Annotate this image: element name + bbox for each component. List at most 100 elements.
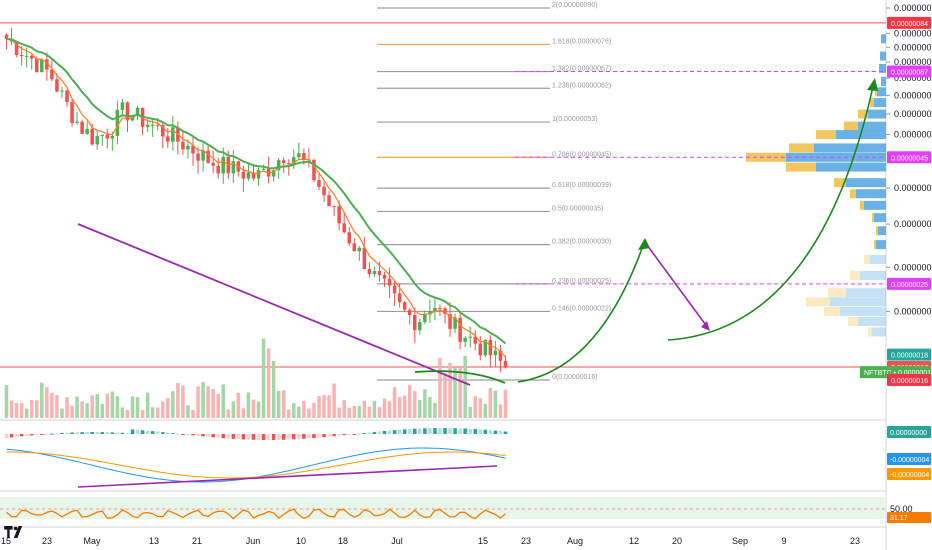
price-tick-label: 0.00000027 (894, 262, 932, 272)
volume-bar (155, 407, 160, 418)
moving-averages (6, 38, 507, 358)
volume-bar (352, 405, 357, 418)
macd-histogram-bar (19, 434, 24, 437)
candle-body (105, 134, 110, 139)
candle-body (342, 223, 346, 233)
volume-bar (140, 409, 145, 418)
candle-body (40, 59, 44, 73)
time-tick-label: Jul (391, 536, 403, 546)
volume-bar (14, 403, 19, 418)
candle-body (90, 128, 94, 145)
candle-body (135, 107, 140, 116)
volume-bar (271, 360, 276, 418)
macd-histogram-bar (206, 434, 210, 437)
volume-bar (55, 394, 59, 418)
fib-level-label: 1(0.00000053) (552, 116, 598, 123)
candle-body (433, 307, 437, 312)
volume-profile-bar (789, 143, 814, 153)
candle-body (150, 124, 155, 126)
volume-bar (70, 405, 74, 418)
macd-histogram-bar (448, 428, 452, 434)
volume-profile-bar (850, 270, 860, 280)
volume-bar (45, 387, 49, 418)
candle-body (110, 135, 115, 139)
volume-bar (317, 396, 321, 418)
volume-bar (251, 399, 256, 418)
volume-bar (332, 383, 336, 418)
volume-bar (90, 395, 94, 418)
volume-profile-bar (834, 178, 846, 188)
volume-bar (231, 401, 236, 418)
volume-bar (216, 394, 220, 418)
macd-histogram-bar (377, 431, 382, 434)
horizontal-lines[interactable] (0, 22, 886, 368)
price-tag (887, 65, 931, 78)
candle-body (24, 55, 29, 57)
drawings[interactable] (77, 78, 878, 386)
volume-profile-bar (860, 270, 886, 280)
volume-bar (397, 397, 402, 418)
macd-histogram-bar (402, 429, 407, 434)
fib-level-label: 0(0.00000016) (552, 374, 598, 381)
macd-histogram-bar (266, 434, 271, 440)
candle-body (347, 232, 352, 244)
volume-profile-bar (858, 316, 886, 326)
fib-level-label: 0.382(0.00000030) (552, 239, 611, 246)
price-tick-label: 0.00000060 (894, 90, 932, 100)
rsi-band (0, 497, 886, 519)
macd-histogram-bar (24, 434, 29, 436)
rounded-bottom-curve (414, 370, 506, 384)
volume-profile-bar (872, 213, 874, 223)
volume-profile-bar (881, 76, 886, 86)
time-axis[interactable]: 15 23 May 13 21 Jun 10 18 Jul 15 23 Aug 12 20 Sep 9 23 (1, 536, 860, 546)
macd-histogram-bar (34, 434, 39, 435)
price-tag-label: 0.00000045 (891, 155, 928, 162)
macd-histogram-bar (85, 432, 89, 434)
fibonacci-retracement[interactable]: 2(0.00000090) 1.618(0.00000076) 1.382(0.00… (377, 2, 611, 381)
volume-bar (498, 404, 503, 418)
volume-bar (407, 385, 412, 418)
volume-bar (120, 407, 125, 418)
macd-histogram-bar (327, 434, 331, 437)
macd-histogram-bar (241, 434, 246, 440)
macd-histogram-bar (292, 434, 296, 440)
moving-average-line (6, 38, 507, 345)
macd-histogram-bar (65, 432, 69, 434)
time-tick-label: May (83, 536, 101, 546)
candle-body (160, 125, 165, 137)
candle-body (292, 157, 296, 164)
candle-body (95, 136, 100, 145)
volume-bar (412, 391, 417, 418)
candle-body (70, 102, 74, 123)
candle-body (50, 69, 54, 80)
time-tick-label: 21 (192, 536, 202, 546)
candle-body (221, 156, 226, 174)
candle-body (231, 161, 236, 174)
candle-body (60, 90, 64, 92)
price-axis[interactable]: 0.00000090 0.00000080 0.00000075 0.00000070… (860, 3, 932, 523)
candle-body (100, 134, 105, 137)
macd-histogram-bar (60, 432, 64, 434)
macd-histogram-bar (115, 432, 120, 434)
volume-profile-bar (848, 316, 858, 326)
fib-level-label: 0.786(0.00000045) (552, 151, 611, 158)
macd-histogram-bar (145, 430, 150, 434)
macd-histogram-bar (256, 434, 261, 440)
fib-level-label: 1.236(0.00000062) (552, 82, 611, 89)
macd-histogram-bar (171, 433, 175, 435)
macd-histogram-bar (453, 428, 457, 434)
volume-bar (372, 400, 377, 418)
candle-body (322, 186, 326, 196)
candle-body (478, 343, 483, 356)
volume-profile-bar (868, 109, 886, 119)
time-tick-label: 15 (1, 536, 11, 546)
projection-up-2 (667, 81, 875, 341)
fib-level-label: 1.618(0.00000076) (552, 38, 611, 45)
candle-body (463, 337, 467, 342)
macd-histogram-bar (281, 434, 286, 440)
volume-bar (186, 405, 190, 418)
volume-profile-bar (806, 297, 830, 307)
volume-profile-bar (816, 162, 886, 172)
macd-histogram-bar (488, 430, 493, 434)
